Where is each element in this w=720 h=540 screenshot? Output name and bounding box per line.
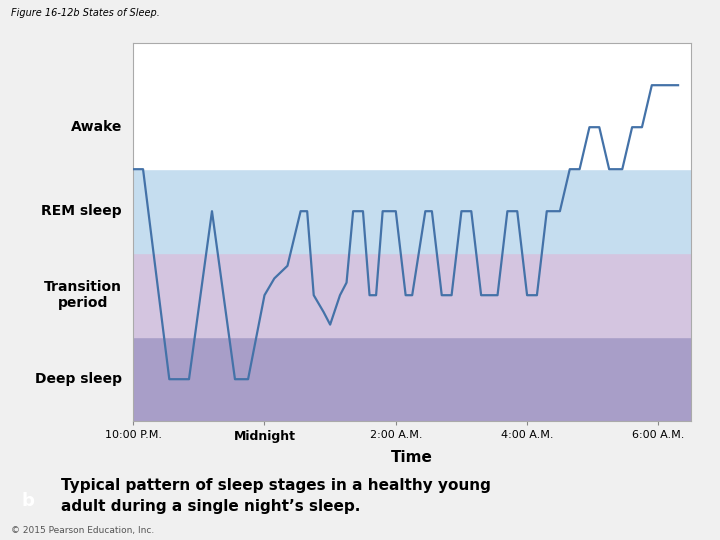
Text: adult during a single night’s sleep.: adult during a single night’s sleep. [61, 500, 361, 515]
X-axis label: Time: Time [391, 450, 433, 465]
Text: Transition
period: Transition period [44, 280, 122, 310]
Text: © 2015 Pearson Education, Inc.: © 2015 Pearson Education, Inc. [11, 525, 154, 535]
Text: b: b [22, 492, 35, 510]
Text: Typical pattern of sleep stages in a healthy young: Typical pattern of sleep stages in a hea… [61, 478, 491, 493]
Text: Figure 16-12b States of Sleep.: Figure 16-12b States of Sleep. [11, 8, 160, 18]
Text: Awake: Awake [71, 120, 122, 134]
Text: Deep sleep: Deep sleep [35, 372, 122, 386]
Text: REM sleep: REM sleep [42, 204, 122, 218]
